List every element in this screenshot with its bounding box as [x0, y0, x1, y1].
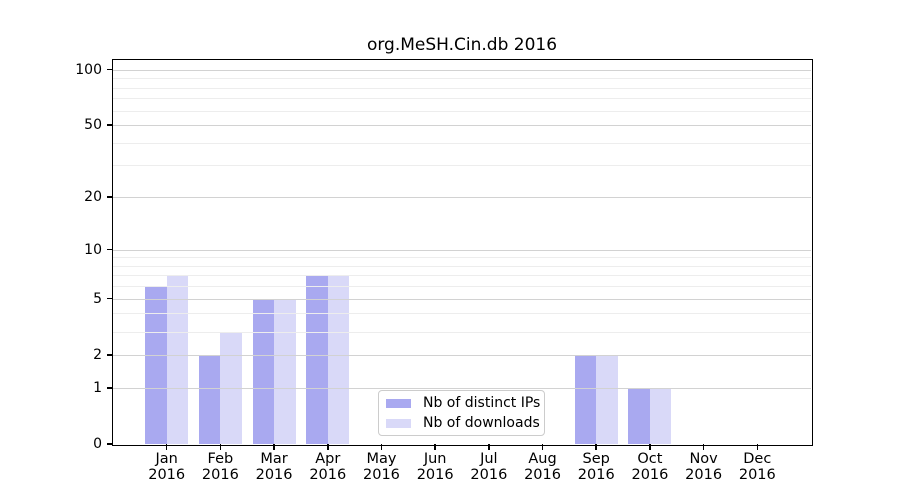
x-tick-year: 2016: [470, 466, 508, 483]
x-tick-year: 2016: [631, 466, 669, 483]
y-axis-tick-label: 5: [93, 290, 102, 307]
x-tick-month: Sep: [582, 451, 610, 467]
x-axis-tick: [756, 444, 759, 450]
x-axis-tick: [595, 444, 597, 450]
x-axis-tick-label: Dec 2016: [725, 451, 789, 483]
x-tick-year: 2016: [577, 466, 615, 483]
bar-downloads-oct: [649, 387, 672, 444]
bar-distinct-ips-sep: [574, 354, 597, 444]
x-tick-month: Jun: [423, 451, 447, 467]
x-axis-tick-label: Feb 2016: [188, 451, 252, 483]
x-tick-year: 2016: [148, 466, 186, 483]
y-axis-tick-label: 50: [84, 117, 102, 134]
y-axis-tick-label: 10: [84, 241, 102, 258]
downloads-swatch: [386, 418, 411, 428]
bar-downloads-sep: [596, 354, 618, 444]
chart-title: org.MeSH.Cin.db 2016: [366, 35, 558, 55]
bar-downloads-feb: [220, 331, 242, 444]
grid-line-minor: [113, 142, 811, 144]
x-axis-tick: [541, 444, 544, 450]
x-axis-tick-label: Apr 2016: [296, 451, 360, 483]
x-tick-year: 2016: [416, 466, 454, 483]
grid-line-minor: [113, 98, 811, 100]
bar-distinct-ips-mar: [252, 298, 275, 444]
x-tick-month: Oct: [637, 451, 663, 467]
x-axis-tick-label: Jun 2016: [403, 451, 467, 483]
legend-item-distinct-ips: Nb of distinct IPs: [386, 394, 541, 412]
grid-line-major: [113, 298, 811, 300]
x-axis-tick: [165, 444, 168, 450]
x-axis-tick-label: Nov 2016: [672, 451, 736, 483]
x-tick-month: Apr: [315, 451, 341, 467]
grid-line-major: [113, 387, 811, 389]
y-axis-tick-label: 1: [93, 379, 102, 396]
x-tick-month: Dec: [743, 451, 772, 467]
grid-line-major: [113, 125, 811, 127]
bar-downloads-mar: [274, 298, 296, 444]
grid-line-major: [113, 249, 811, 251]
grid-line-minor: [113, 286, 811, 288]
x-axis-tick: [273, 444, 275, 450]
x-tick-month: May: [366, 451, 397, 467]
x-tick-month: Mar: [260, 451, 288, 467]
x-tick-month: Nov: [689, 451, 718, 467]
y-axis-tick-label: 20: [84, 189, 102, 206]
grid-line-major: [113, 69, 811, 71]
legend-label-distinct-ips: Nb of distinct IPs: [423, 394, 541, 411]
bar-downloads-jan: [166, 275, 189, 444]
bar-downloads-apr: [327, 275, 350, 444]
grid-line-minor: [113, 87, 811, 89]
grid-line-minor: [113, 265, 811, 267]
grid-line-minor: [113, 275, 811, 277]
y-axis-tick-label: 100: [75, 61, 102, 78]
y-axis-tick-label: 2: [93, 346, 102, 363]
x-tick-year: 2016: [524, 466, 561, 483]
legend: Nb of distinct IPs Nb of downloads: [378, 390, 545, 436]
bar-distinct-ips-feb: [198, 354, 221, 444]
y-axis-tick-label: 0: [93, 436, 102, 452]
x-tick-month: Feb: [207, 451, 234, 467]
x-tick-month: Jan: [155, 451, 178, 467]
x-axis-tick-label: Jul 2016: [457, 451, 521, 483]
x-tick-year: 2016: [363, 466, 400, 483]
distinct-ips-swatch: [386, 398, 411, 408]
legend-item-downloads: Nb of downloads: [386, 414, 540, 432]
bar-distinct-ips-apr: [306, 275, 328, 444]
x-axis-tick-label: May 2016: [349, 451, 413, 483]
x-axis-tick: [649, 444, 651, 450]
x-axis-tick: [380, 444, 383, 450]
x-tick-year: 2016: [738, 466, 776, 483]
x-axis-tick-label: Jan 2016: [135, 451, 199, 483]
grid-line-minor: [113, 313, 811, 315]
x-axis-tick: [434, 444, 436, 450]
x-axis-tick: [702, 444, 705, 450]
grid-line-minor: [113, 78, 811, 80]
bar-distinct-ips-oct: [628, 387, 650, 444]
grid-line-major: [113, 354, 811, 356]
legend-label-downloads: Nb of downloads: [423, 414, 540, 431]
x-axis-tick-label: Aug 2016: [511, 451, 575, 483]
x-axis-tick-label: Sep 2016: [564, 451, 628, 483]
grid-line-major: [113, 197, 811, 199]
x-tick-year: 2016: [309, 466, 347, 483]
grid-line-minor: [113, 110, 811, 112]
x-axis-tick: [219, 444, 222, 450]
grid-line-minor: [113, 165, 811, 167]
grid-line-minor: [113, 331, 811, 333]
x-axis-tick-label: Mar 2016: [242, 451, 306, 483]
x-axis-tick: [327, 444, 329, 450]
x-tick-month: Jul: [480, 451, 498, 467]
x-tick-year: 2016: [201, 466, 239, 483]
plot-area: [113, 60, 811, 444]
x-axis-tick-label: Oct 2016: [618, 451, 682, 483]
x-axis-tick: [488, 444, 490, 450]
x-tick-year: 2016: [685, 466, 723, 483]
x-tick-month: Aug: [528, 451, 557, 467]
bar-distinct-ips-jan: [145, 286, 167, 444]
grid-line-minor: [113, 257, 811, 259]
x-tick-year: 2016: [255, 466, 293, 483]
